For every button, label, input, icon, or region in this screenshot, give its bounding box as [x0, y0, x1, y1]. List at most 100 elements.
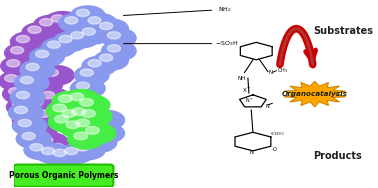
Circle shape: [53, 104, 67, 112]
Circle shape: [88, 136, 101, 143]
Text: $-$SO$_3$H: $-$SO$_3$H: [215, 39, 238, 48]
Circle shape: [14, 106, 28, 114]
Text: NH$_2$: NH$_2$: [218, 6, 231, 14]
Circle shape: [6, 97, 41, 117]
Circle shape: [80, 99, 93, 106]
Circle shape: [67, 92, 101, 111]
Circle shape: [88, 17, 101, 24]
Circle shape: [66, 121, 80, 129]
Circle shape: [107, 45, 121, 52]
Circle shape: [96, 114, 109, 121]
Circle shape: [36, 144, 70, 163]
Text: Organocatalysis: Organocatalysis: [282, 91, 348, 97]
Circle shape: [73, 95, 110, 115]
Circle shape: [65, 147, 78, 155]
FancyBboxPatch shape: [14, 164, 113, 187]
Circle shape: [54, 115, 68, 123]
Circle shape: [7, 60, 20, 67]
Circle shape: [28, 127, 41, 134]
Circle shape: [60, 118, 96, 138]
Circle shape: [51, 144, 64, 151]
Circle shape: [68, 129, 104, 149]
Circle shape: [46, 101, 83, 121]
Circle shape: [71, 32, 84, 39]
Circle shape: [70, 116, 106, 136]
Circle shape: [65, 17, 78, 24]
Text: CH$_3$: CH$_3$: [277, 66, 288, 75]
Circle shape: [9, 88, 22, 95]
Text: Substrates: Substrates: [313, 26, 373, 36]
Circle shape: [101, 41, 136, 61]
Circle shape: [101, 28, 136, 48]
Circle shape: [30, 144, 43, 151]
Circle shape: [90, 124, 124, 143]
Circle shape: [76, 9, 90, 17]
Circle shape: [5, 75, 18, 82]
Circle shape: [12, 116, 47, 135]
Circle shape: [70, 140, 105, 160]
Circle shape: [53, 149, 66, 157]
Circle shape: [56, 106, 92, 127]
Circle shape: [58, 95, 72, 102]
Circle shape: [59, 13, 93, 33]
Circle shape: [42, 147, 55, 155]
Circle shape: [22, 124, 57, 143]
Circle shape: [99, 22, 113, 30]
Text: $\cdot$O: $\cdot$O: [271, 145, 279, 152]
Circle shape: [34, 133, 68, 152]
Circle shape: [53, 99, 66, 106]
Text: N: N: [266, 104, 270, 109]
Circle shape: [94, 51, 129, 70]
Text: N: N: [269, 70, 273, 75]
Circle shape: [32, 107, 67, 126]
Circle shape: [64, 89, 100, 110]
Circle shape: [76, 82, 90, 89]
Circle shape: [82, 133, 117, 152]
Circle shape: [82, 56, 117, 76]
Circle shape: [74, 132, 88, 140]
Circle shape: [18, 119, 31, 127]
Circle shape: [47, 146, 82, 165]
Circle shape: [85, 127, 99, 134]
Text: N$^+$: N$^+$: [245, 96, 254, 105]
Circle shape: [76, 119, 90, 127]
Circle shape: [34, 78, 47, 86]
Circle shape: [5, 43, 39, 63]
Circle shape: [16, 129, 51, 149]
Circle shape: [12, 101, 26, 108]
Text: Porous Organic Polymers: Porous Organic Polymers: [9, 171, 118, 180]
Circle shape: [24, 140, 59, 160]
Circle shape: [96, 127, 109, 134]
Circle shape: [51, 15, 64, 22]
Circle shape: [52, 91, 88, 112]
Circle shape: [76, 144, 90, 151]
Circle shape: [28, 26, 41, 33]
Circle shape: [26, 63, 39, 71]
Circle shape: [82, 110, 95, 118]
Circle shape: [88, 60, 101, 67]
Circle shape: [0, 71, 34, 91]
Circle shape: [45, 11, 80, 31]
Circle shape: [11, 32, 45, 52]
Circle shape: [82, 13, 117, 33]
Circle shape: [42, 91, 55, 99]
Circle shape: [22, 132, 35, 140]
Circle shape: [34, 15, 68, 35]
Circle shape: [94, 19, 129, 38]
Circle shape: [16, 91, 29, 99]
Circle shape: [12, 110, 47, 130]
Circle shape: [107, 32, 121, 39]
Circle shape: [80, 69, 93, 76]
Circle shape: [36, 50, 49, 58]
Circle shape: [74, 66, 109, 85]
Circle shape: [40, 136, 53, 143]
Text: X$^-$: X$^-$: [242, 86, 251, 94]
Circle shape: [18, 114, 31, 121]
Circle shape: [14, 73, 49, 92]
Circle shape: [38, 110, 51, 117]
Text: Products: Products: [313, 151, 362, 161]
Text: NH: NH: [237, 76, 245, 81]
Circle shape: [48, 112, 85, 132]
Circle shape: [70, 79, 105, 98]
Circle shape: [28, 75, 62, 94]
